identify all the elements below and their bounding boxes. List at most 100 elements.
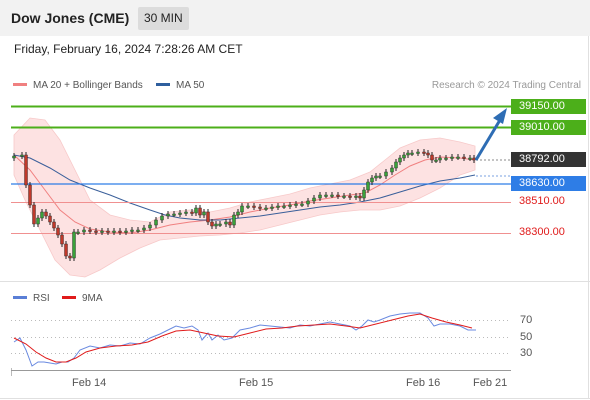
candle-body: [148, 224, 152, 229]
candle-body: [76, 231, 80, 234]
candle-body: [378, 175, 382, 178]
candle-body: [294, 203, 298, 206]
candle-body: [44, 211, 48, 217]
candle-body: [60, 234, 64, 245]
candle-body: [300, 203, 304, 206]
timeframe-badge[interactable]: 30 MIN: [138, 7, 189, 30]
candle-body: [422, 151, 426, 154]
candle-body: [218, 223, 222, 226]
candle-body: [450, 156, 454, 159]
candle-body: [232, 214, 236, 226]
candle-body: [28, 184, 32, 206]
candle-body: [82, 229, 86, 233]
candle-body: [136, 229, 140, 232]
candle-body: [410, 152, 414, 155]
candle-body: [12, 155, 16, 159]
candle-body: [456, 156, 460, 159]
candle-body: [398, 157, 402, 163]
candle-body: [324, 194, 328, 197]
candle-body: [354, 195, 358, 198]
candle-body: [160, 215, 164, 221]
level-label-resistance2: 39150.00: [511, 99, 586, 114]
chart-header: Dow Jones (CME) 30 MIN: [0, 0, 590, 36]
legend-rsi: RSI: [13, 293, 50, 304]
candle-body: [270, 206, 274, 209]
candle-body: [312, 197, 316, 202]
candle-body: [214, 223, 218, 227]
candle-body: [24, 154, 28, 186]
candle-body: [390, 167, 394, 173]
candle-body: [306, 200, 310, 205]
candle-body: [288, 204, 292, 207]
candle-body: [434, 159, 438, 162]
candle-body: [154, 219, 158, 226]
candle-body: [406, 152, 410, 156]
candle-body: [438, 157, 442, 161]
candle-body: [36, 217, 40, 225]
candle-body: [178, 212, 182, 215]
candle-body: [64, 243, 68, 257]
candle-body: [194, 207, 198, 214]
level-label-resistance1: 39010.00: [511, 120, 586, 135]
x-label-feb16: Feb 16: [406, 377, 441, 389]
candle-body: [88, 229, 92, 232]
candle-body: [48, 215, 52, 223]
candlestick-series: [12, 149, 476, 261]
x-label-feb15: Feb 15: [239, 377, 274, 389]
projection-arrow: [474, 119, 502, 161]
candle-body: [198, 207, 202, 216]
candle-body: [94, 230, 98, 233]
candle-body: [118, 230, 122, 233]
candle-body: [228, 221, 232, 226]
candle-body: [246, 205, 250, 208]
candle-body: [252, 205, 256, 208]
candle-body: [202, 211, 206, 216]
candle-body: [358, 195, 362, 199]
projection-arrowhead: [493, 108, 507, 124]
credit-text: Research © 2024 Trading Central: [431, 80, 581, 91]
rsi-tick-30: 30: [520, 347, 533, 359]
ma20-label: MA 20 + Bollinger Bands: [33, 80, 143, 91]
candle-body: [166, 213, 170, 217]
rsi-label: RSI: [33, 293, 50, 304]
candle-body: [172, 213, 176, 216]
bollinger-band: [13, 117, 476, 278]
candle-body: [142, 227, 146, 231]
candle-body: [282, 205, 286, 208]
candle-body: [416, 151, 420, 154]
candle-body: [366, 181, 370, 191]
candle-body: [462, 156, 466, 159]
rsi-tick-50: 50: [520, 331, 533, 343]
rsi-ma-swatch: [62, 295, 76, 299]
candle-body: [236, 211, 240, 216]
ma50-label: MA 50: [176, 80, 205, 91]
x-label-feb21: Feb 21: [473, 377, 508, 389]
candle-body: [20, 154, 24, 157]
candle-body: [124, 230, 128, 233]
candle-body: [264, 207, 268, 210]
legend-ma20: MA 20 + Bollinger Bands: [13, 80, 143, 91]
level-label-support1: 38510.00: [519, 195, 565, 207]
candle-body: [318, 194, 322, 199]
candle-body: [56, 227, 60, 236]
candle-body: [190, 211, 194, 214]
candle-body: [40, 211, 44, 219]
legend-rsi-ma: 9MA: [62, 293, 103, 304]
timestamp: Friday, February 16, 2024 7:28:26 AM CET: [14, 42, 243, 56]
candle-body: [130, 229, 134, 232]
ma50-swatch: [156, 82, 170, 86]
candle-body: [374, 175, 378, 179]
instrument-title: Dow Jones (CME): [11, 10, 130, 26]
candle-body: [184, 211, 188, 214]
candle-body: [330, 194, 334, 197]
legend-ma50: MA 50: [156, 80, 204, 91]
candle-body: [336, 194, 340, 197]
x-label-feb14: Feb 14: [72, 377, 107, 389]
candle-body: [468, 157, 472, 160]
rsi-swatch: [13, 295, 27, 299]
rsi-ma-label: 9MA: [82, 293, 103, 304]
candle-body: [240, 205, 244, 213]
candle-body: [342, 195, 346, 198]
ma20-line: [13, 154, 476, 234]
